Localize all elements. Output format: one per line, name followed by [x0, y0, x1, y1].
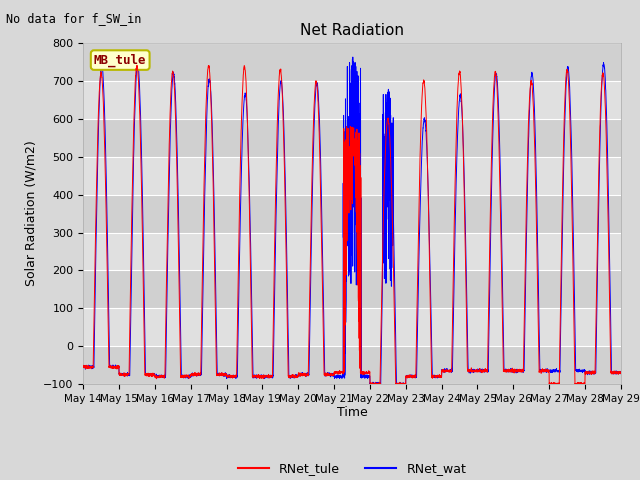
RNet_wat	[79, 363, 87, 369]
RNet_tule	[472, 368, 480, 373]
Bar	[83, 346, 621, 384]
Bar	[83, 308, 621, 346]
RNet_wat	[371, 383, 378, 388]
RNet_wat	[176, 283, 184, 288]
RNet_wat	[332, 373, 340, 379]
RNet_tule	[616, 370, 624, 376]
RNet_wat	[617, 370, 625, 375]
Text: No data for f_SW_in: No data for f_SW_in	[6, 12, 142, 25]
RNet_tule	[547, 384, 554, 390]
Y-axis label: Solar Radiation (W/m2): Solar Radiation (W/m2)	[24, 141, 38, 287]
RNet_wat	[616, 371, 624, 377]
Bar	[83, 119, 621, 157]
RNet_wat	[473, 368, 481, 373]
RNet_tule	[443, 367, 451, 372]
Legend: RNet_tule, RNet_wat: RNet_tule, RNet_wat	[233, 457, 471, 480]
Bar	[83, 270, 621, 308]
RNet_tule	[617, 370, 625, 376]
RNet_tule	[176, 331, 184, 337]
Text: MB_tule: MB_tule	[94, 53, 147, 67]
RNet_tule	[503, 368, 511, 373]
RNet_wat	[349, 54, 356, 60]
RNet_wat	[443, 368, 451, 373]
Title: Net Radiation: Net Radiation	[300, 23, 404, 38]
Line: RNet_tule: RNet_tule	[83, 65, 621, 387]
Bar	[83, 81, 621, 119]
Line: RNet_wat: RNet_wat	[83, 57, 621, 385]
RNet_tule	[332, 369, 340, 375]
Bar	[83, 157, 621, 195]
RNet_wat	[503, 368, 511, 373]
Bar	[83, 195, 621, 232]
RNet_tule	[79, 363, 87, 369]
X-axis label: Time: Time	[337, 407, 367, 420]
Bar	[83, 232, 621, 270]
RNet_tule	[133, 62, 141, 68]
Bar	[83, 43, 621, 81]
